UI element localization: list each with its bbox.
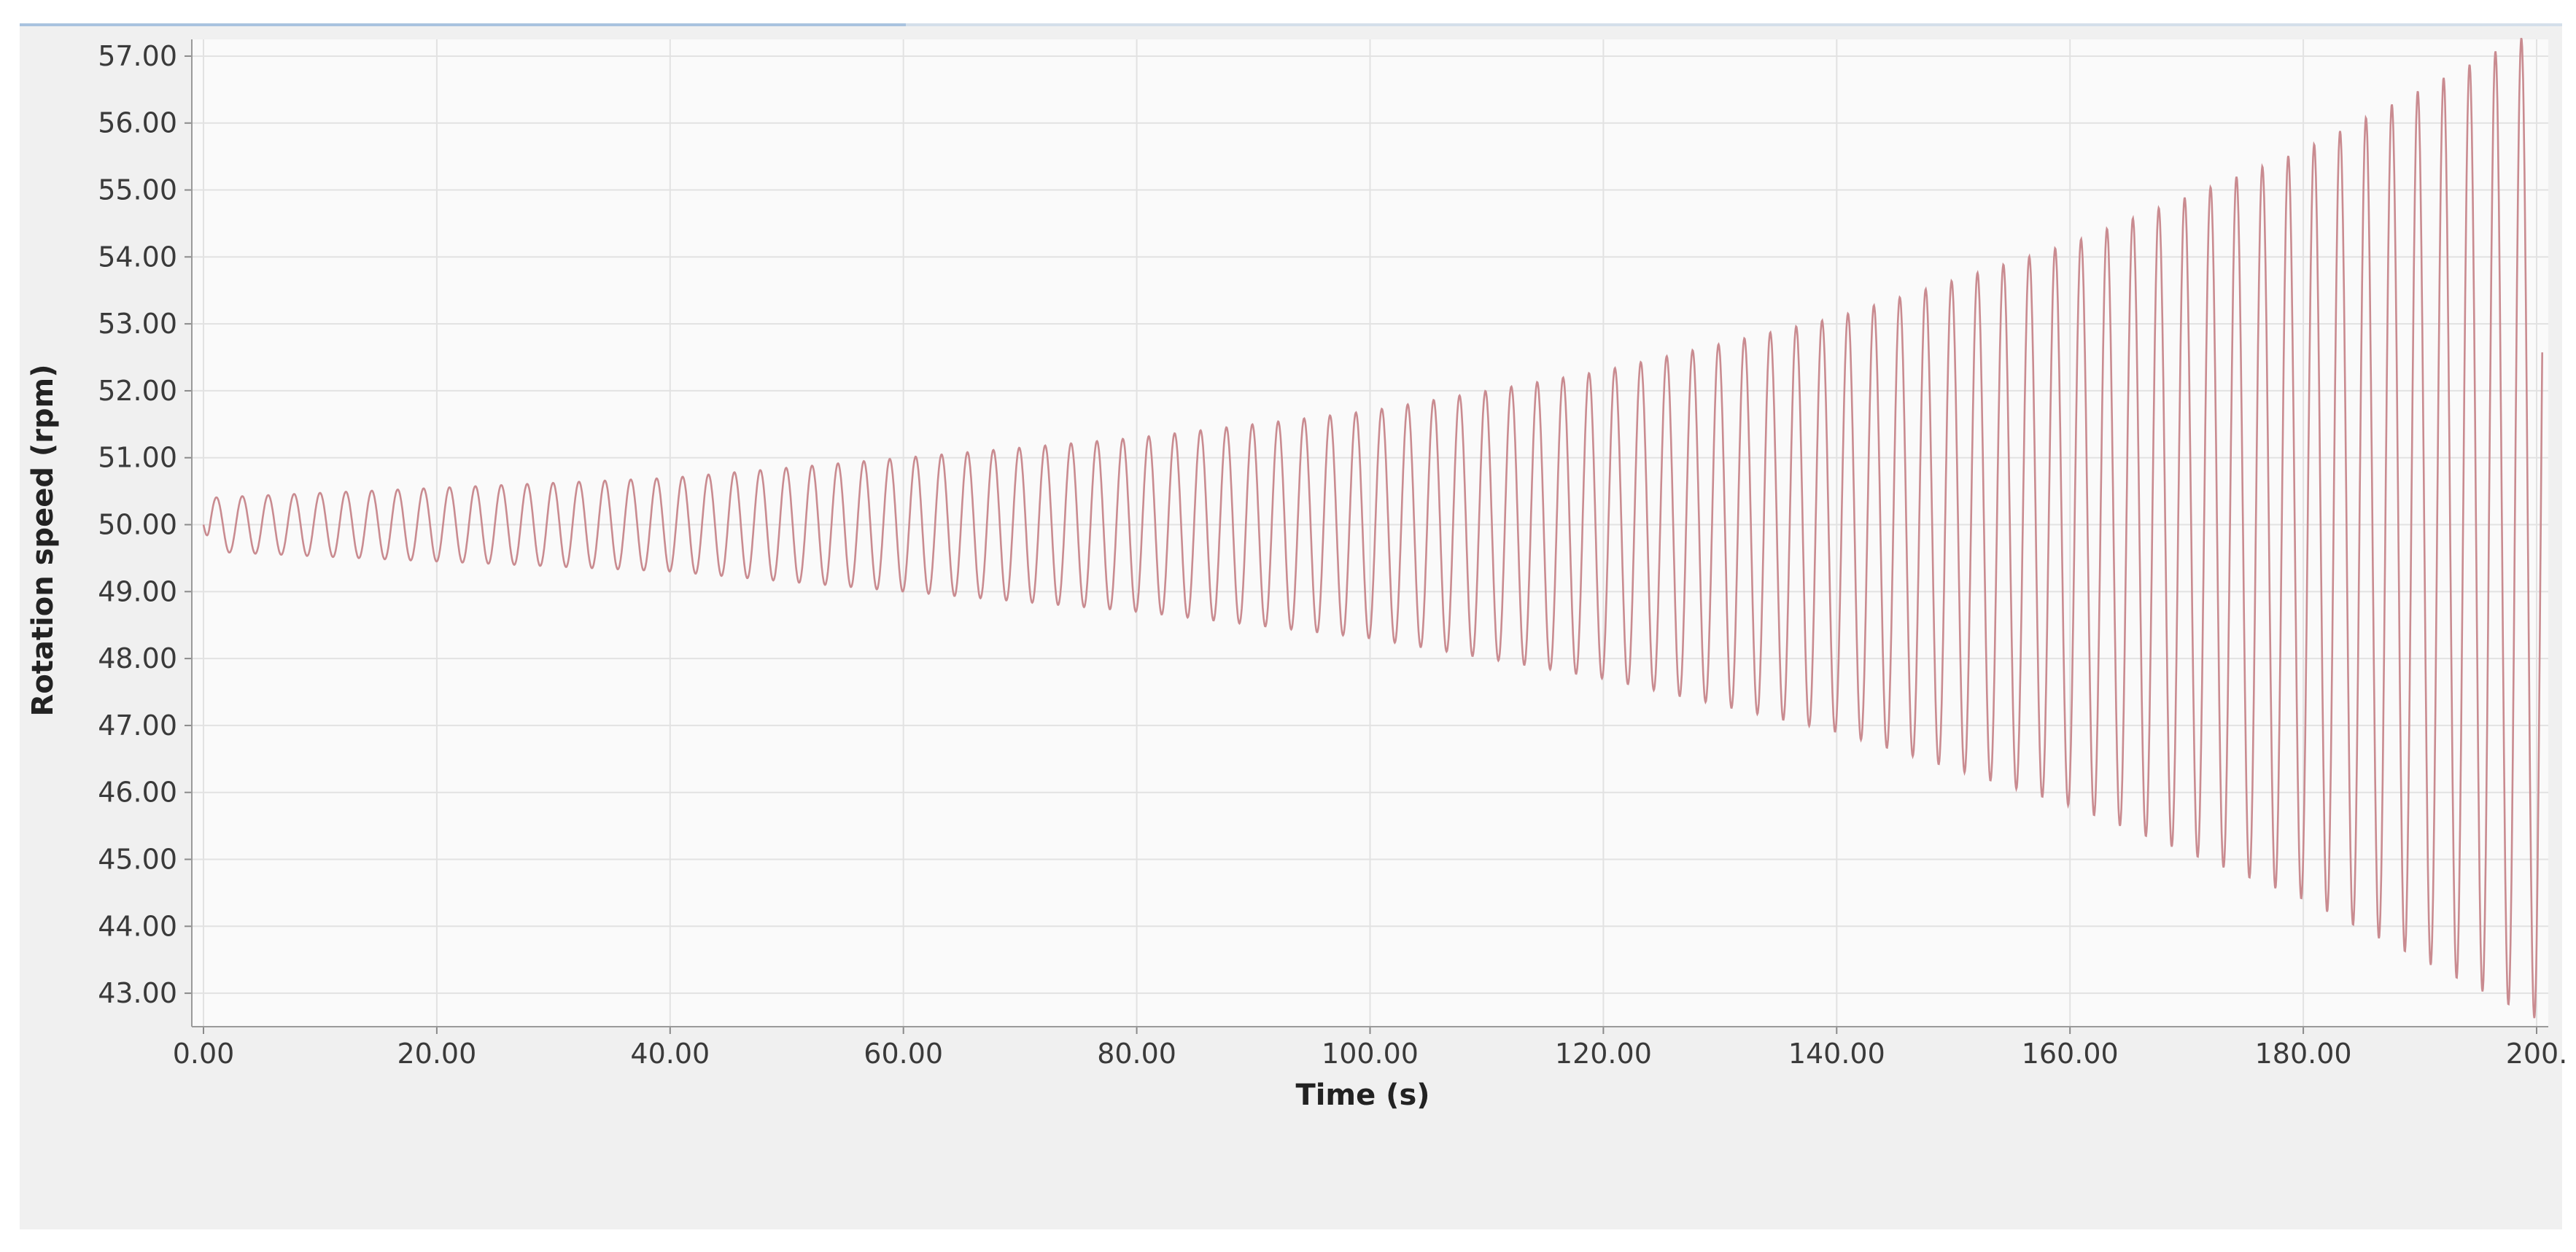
x-tick-label: 200. [2506,1038,2568,1070]
y-tick-label: 52.00 [98,375,177,407]
x-tick-label: 180.00 [2255,1038,2352,1070]
x-tick-label: 0.00 [173,1038,235,1070]
y-tick-label: 54.00 [98,241,177,273]
y-tick-label: 50.00 [98,509,177,541]
y-tick-label: 48.00 [98,642,177,674]
x-tick-label: 160.00 [2022,1038,2119,1070]
panel-top-accent [20,23,906,26]
y-tick-label: 53.00 [98,308,177,340]
series-line [202,37,2543,1019]
y-tick-label: 46.00 [98,777,177,809]
x-tick-label: 120.00 [1555,1038,1652,1070]
tick-labels: 43.00 44.00 45.00 46.00 47.00 48.00 49.00 50.00… [98,40,2567,1070]
y-tick-label: 49.00 [98,575,177,607]
y-tick-label: 43.00 [98,977,177,1009]
y-tick-label: 56.00 [98,107,177,139]
x-axis-title: Time (s) [1295,1078,1429,1112]
y-tick-label: 45.00 [98,844,177,876]
y-tick-label: 44.00 [98,910,177,942]
y-axis-title: Rotation speed (rpm) [26,365,60,717]
x-tick-label: 40.00 [630,1038,710,1070]
y-tick-label: 51.00 [98,442,177,474]
x-tick-label: 80.00 [1097,1038,1176,1070]
x-tick-label: 100.00 [1322,1038,1419,1070]
x-tick-label: 140.00 [1788,1038,1885,1070]
x-tick-label: 60.00 [864,1038,943,1070]
x-tick-label: 20.00 [397,1038,476,1070]
y-tick-label: 55.00 [98,174,177,206]
y-tick-label: 57.00 [98,40,177,72]
y-tick-label: 47.00 [98,709,177,742]
axes [185,39,2548,1034]
